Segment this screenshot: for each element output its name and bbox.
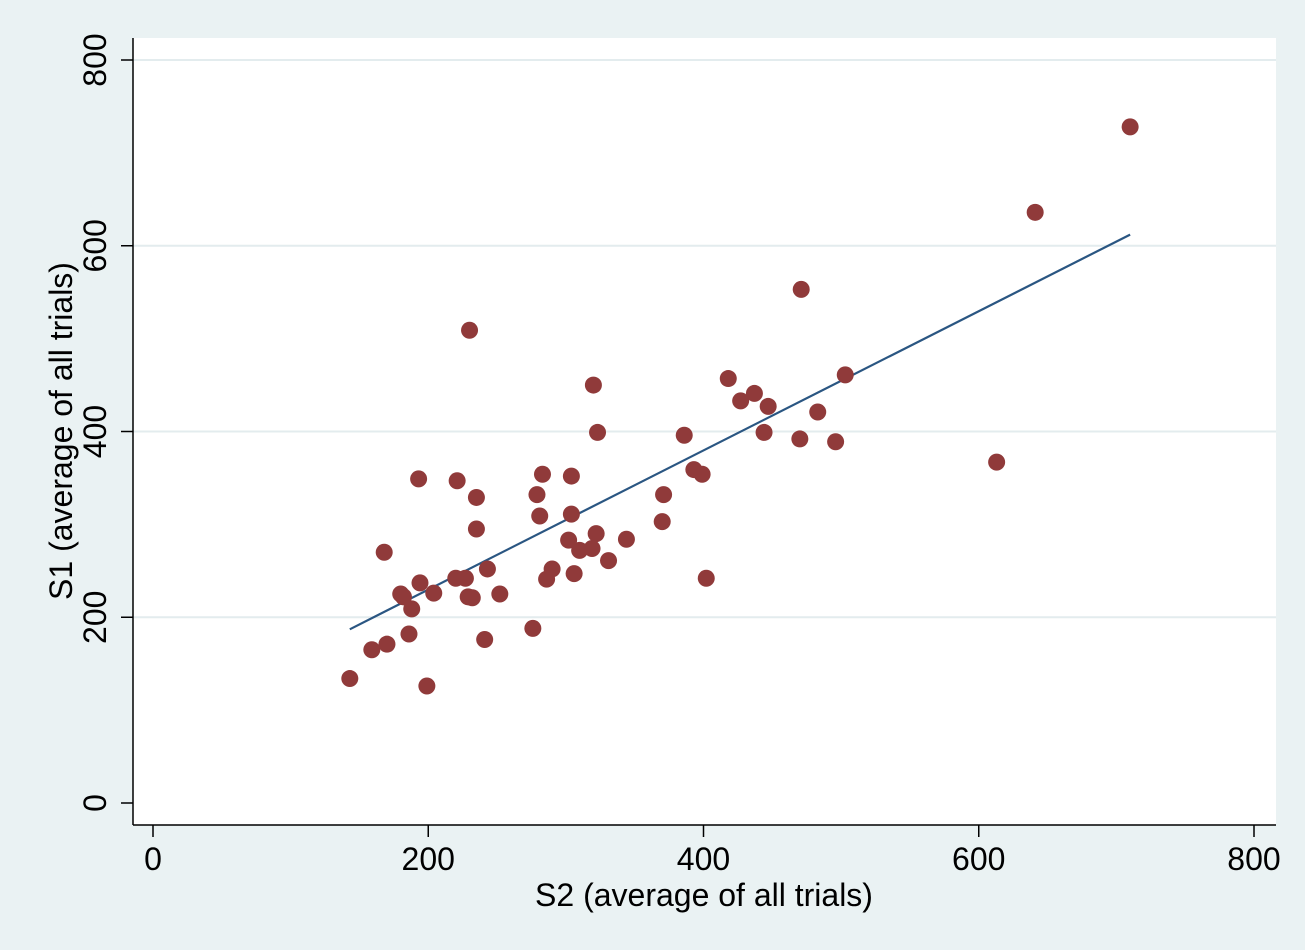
data-point bbox=[587, 525, 605, 543]
data-point bbox=[792, 280, 810, 298]
data-point bbox=[988, 453, 1006, 471]
data-point bbox=[655, 486, 673, 504]
data-point bbox=[528, 486, 546, 504]
data-point bbox=[410, 470, 428, 488]
data-point bbox=[617, 530, 635, 548]
data-point bbox=[693, 465, 711, 483]
data-point bbox=[363, 641, 381, 659]
x-tick-label: 600 bbox=[952, 841, 1005, 877]
data-point bbox=[425, 584, 443, 602]
data-point bbox=[467, 520, 485, 538]
y-tick-label: 600 bbox=[77, 219, 113, 272]
data-point bbox=[827, 433, 845, 451]
data-point bbox=[562, 467, 580, 485]
data-point bbox=[476, 631, 494, 649]
data-point bbox=[560, 531, 578, 549]
data-point bbox=[403, 600, 421, 618]
data-point bbox=[719, 370, 737, 388]
fitted-line bbox=[349, 233, 1131, 631]
scatter-points bbox=[341, 118, 1139, 695]
data-point bbox=[478, 560, 496, 578]
data-point bbox=[375, 543, 393, 561]
data-point bbox=[732, 392, 750, 410]
data-point bbox=[565, 565, 583, 583]
data-point bbox=[533, 465, 551, 483]
axes: 0 200 400 600 800 0 200 400 600 800 bbox=[77, 33, 1281, 877]
data-point bbox=[491, 585, 509, 603]
data-point bbox=[791, 430, 809, 448]
data-point bbox=[448, 472, 466, 490]
data-point bbox=[418, 677, 436, 695]
x-tick-label: 800 bbox=[1227, 841, 1280, 877]
data-point bbox=[456, 569, 474, 587]
data-point bbox=[531, 507, 549, 525]
data-point bbox=[836, 366, 854, 384]
data-point bbox=[653, 513, 671, 531]
data-point bbox=[675, 426, 693, 444]
data-point bbox=[524, 619, 542, 637]
y-tick-label: 200 bbox=[77, 591, 113, 644]
data-point bbox=[759, 397, 777, 415]
x-tick-label: 0 bbox=[144, 841, 162, 877]
y-tick-label: 400 bbox=[77, 405, 113, 458]
fitted-line-layer bbox=[349, 233, 1131, 631]
data-point bbox=[589, 423, 607, 441]
data-point bbox=[1026, 203, 1044, 221]
data-point bbox=[461, 321, 479, 339]
data-point bbox=[809, 403, 827, 421]
data-point bbox=[400, 625, 418, 643]
data-point bbox=[463, 589, 481, 607]
x-axis-title: S2 (average of all trials) bbox=[535, 877, 873, 913]
data-point bbox=[583, 540, 601, 558]
y-tick-label: 0 bbox=[77, 794, 113, 812]
data-point bbox=[341, 670, 359, 688]
data-point bbox=[543, 560, 561, 578]
data-point bbox=[755, 423, 773, 441]
x-tick-label: 400 bbox=[677, 841, 730, 877]
data-point bbox=[584, 376, 602, 394]
y-tick-label: 800 bbox=[77, 33, 113, 86]
data-point bbox=[378, 635, 396, 653]
data-point bbox=[600, 552, 618, 570]
y-axis-title: S1 (average of all trials) bbox=[43, 262, 79, 600]
data-point bbox=[745, 384, 763, 402]
data-point bbox=[394, 588, 412, 606]
data-point bbox=[697, 569, 715, 587]
data-point bbox=[562, 505, 580, 523]
gridlines bbox=[133, 59, 1276, 619]
x-tick-label: 200 bbox=[402, 841, 455, 877]
data-point bbox=[467, 488, 485, 506]
data-point bbox=[1121, 118, 1139, 136]
data-point bbox=[411, 574, 429, 592]
